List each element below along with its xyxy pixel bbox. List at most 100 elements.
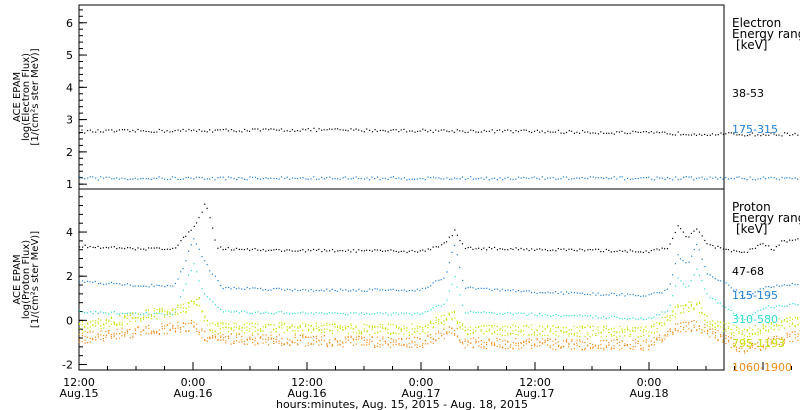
data-point [443,333,445,335]
data-point [451,327,453,329]
data-point [672,274,674,276]
data-point [392,339,394,341]
data-point [278,342,280,344]
data-point [682,305,684,307]
data-point [499,328,501,330]
data-point [315,322,317,324]
data-point [121,331,123,333]
data-point [751,132,754,134]
data-point [632,329,634,331]
data-point [526,314,528,317]
data-point [730,132,732,134]
data-point [230,333,232,335]
data-point [265,334,267,336]
data-point [547,177,549,179]
data-point [97,318,100,320]
data-point [100,319,102,321]
data-point [225,323,227,325]
x-tick-label-date: Aug.15 [60,387,99,400]
data-point [725,330,727,332]
data-point [182,267,184,270]
data-point [789,317,791,319]
data-point [249,176,251,178]
data-point [259,330,262,332]
data-point [728,322,730,324]
data-point [366,330,368,332]
data-point [121,284,123,286]
data-point [720,326,722,328]
data-point [616,331,618,333]
data-point [430,177,432,179]
data-point [142,329,144,331]
data-point [674,328,676,330]
data-point [515,129,517,132]
data-point [669,320,671,322]
data-point [560,291,562,293]
data-point [706,325,708,327]
data-point [642,340,645,342]
x-tick-label-time: 12:00 [519,376,551,389]
data-point [331,288,333,290]
data-point [440,129,442,131]
data-point [738,317,740,319]
data-point [432,338,435,340]
data-point [797,324,799,326]
data-point [457,335,459,337]
data-point [712,331,714,333]
data-point [158,311,161,313]
data-point [520,347,523,349]
data-point [626,344,628,347]
data-point [613,330,615,333]
data-point [185,177,187,179]
data-point [629,330,631,332]
data-point [390,314,392,316]
data-point [658,336,660,339]
data-point [554,131,557,133]
data-point [797,238,799,240]
data-point [640,344,642,347]
data-point [113,322,115,324]
data-point [411,178,413,180]
data-point [97,245,99,248]
data-point [605,294,607,296]
data-point [741,333,743,336]
data-point [219,332,222,334]
data-point [350,342,352,344]
data-point [589,336,591,338]
data-point [589,132,591,134]
data-point [653,316,655,318]
data-point [326,313,328,315]
data-point [217,306,219,309]
data-point [438,177,440,179]
data-point [530,292,533,294]
data-point [148,130,150,133]
legend-title: [keV] [736,222,767,236]
data-point [97,334,99,336]
data-point [153,330,155,332]
data-point [318,248,320,251]
data-point [126,312,128,314]
data-point [570,328,573,331]
data-point [182,128,184,131]
data-point [230,327,232,329]
data-point [688,321,690,323]
data-point [656,331,658,333]
data-point [549,292,551,294]
data-point [555,338,557,341]
data-point [225,336,227,338]
data-point [132,313,134,315]
data-point [103,340,105,342]
data-point [166,324,169,326]
data-point [778,318,780,320]
data-point [613,334,615,336]
data-point [757,334,759,336]
data-point [515,178,517,180]
data-point [690,301,692,303]
data-point [781,305,783,307]
data-point [768,177,770,179]
data-point [794,337,796,339]
data-point [728,339,730,342]
data-point [547,334,549,337]
data-point [496,329,498,332]
data-point [137,285,139,287]
